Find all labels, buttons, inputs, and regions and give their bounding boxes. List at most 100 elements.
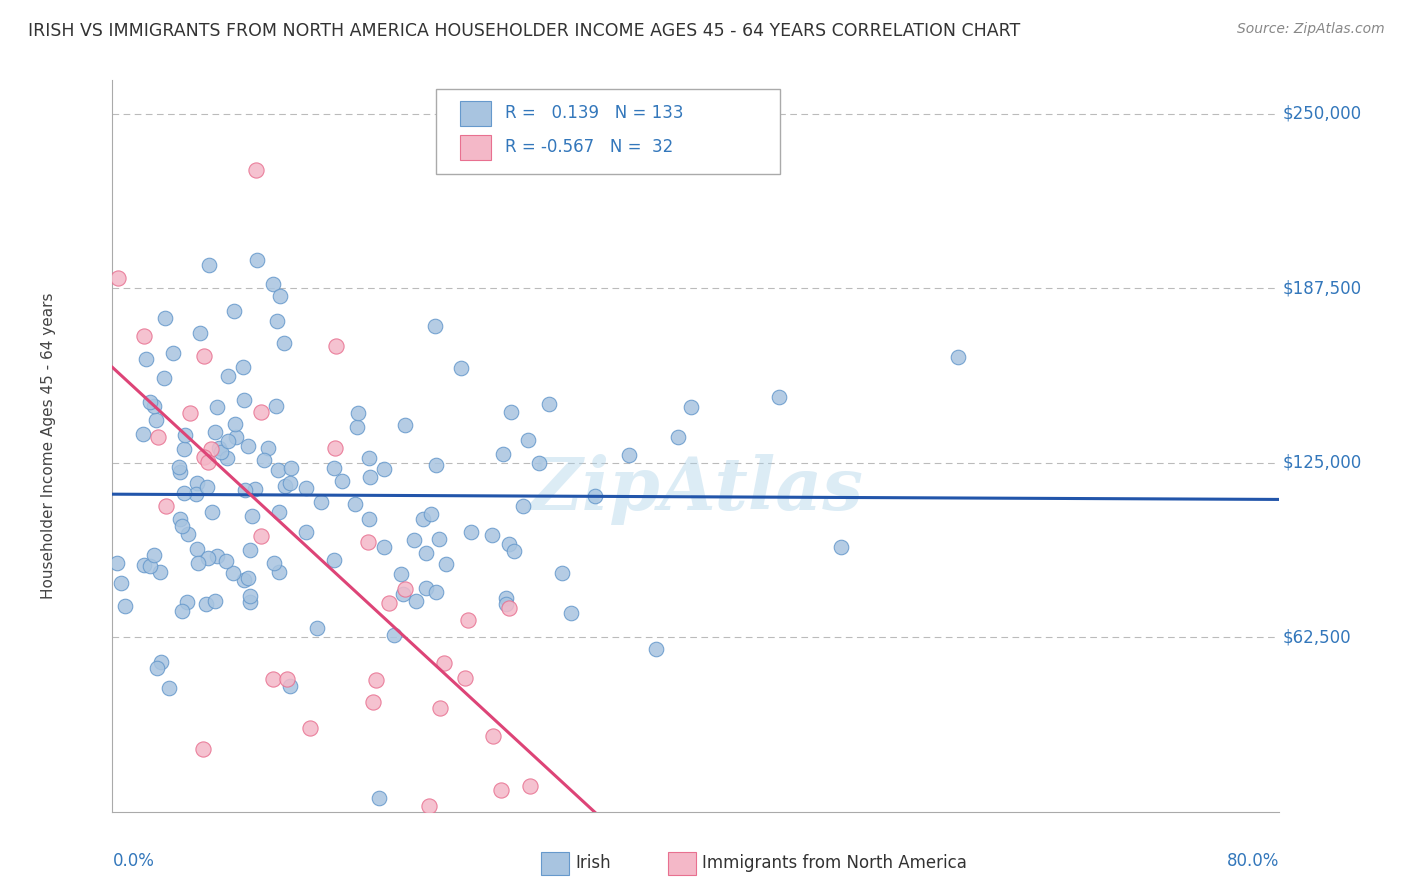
Point xyxy=(645,641,668,656)
Point xyxy=(492,447,515,461)
Point xyxy=(169,512,191,526)
Point xyxy=(114,599,136,614)
Point xyxy=(169,460,191,475)
Point xyxy=(276,672,298,686)
Point xyxy=(217,434,239,449)
Point xyxy=(267,565,290,579)
Point xyxy=(344,497,367,511)
Point xyxy=(498,537,520,551)
Point xyxy=(204,425,226,439)
Point xyxy=(519,779,541,793)
Point xyxy=(274,479,297,493)
Point xyxy=(243,482,266,496)
Point xyxy=(412,511,434,525)
Point xyxy=(382,628,405,642)
Point xyxy=(361,695,384,709)
Point xyxy=(159,681,181,695)
Point xyxy=(142,400,165,414)
Point xyxy=(357,451,380,466)
Point xyxy=(186,556,208,570)
Point xyxy=(583,489,606,503)
Text: R =   0.139   N = 133: R = 0.139 N = 133 xyxy=(505,104,683,122)
Point xyxy=(280,461,302,475)
Point xyxy=(294,525,316,540)
Point xyxy=(280,680,302,694)
Point xyxy=(191,741,214,756)
Point xyxy=(309,495,332,509)
Point xyxy=(262,277,284,291)
Point xyxy=(207,549,229,563)
Point xyxy=(139,395,162,409)
Point xyxy=(264,399,287,413)
Point xyxy=(224,303,246,318)
Point xyxy=(357,535,380,549)
Point xyxy=(222,566,245,580)
Point xyxy=(242,508,264,523)
Point xyxy=(450,361,472,376)
Point xyxy=(560,606,582,620)
Point xyxy=(250,529,273,543)
Point xyxy=(495,591,517,606)
Text: ZipAtlas: ZipAtlas xyxy=(529,454,863,525)
Point xyxy=(415,581,437,595)
Point xyxy=(107,271,129,285)
Point xyxy=(347,407,370,421)
Point xyxy=(359,512,381,526)
Point xyxy=(425,585,447,599)
Point xyxy=(359,469,381,483)
Point xyxy=(245,163,267,178)
Text: 80.0%: 80.0% xyxy=(1227,852,1279,870)
Point xyxy=(325,339,347,353)
Point xyxy=(368,790,391,805)
Point xyxy=(498,600,520,615)
Text: Householder Income Ages 45 - 64 years: Householder Income Ages 45 - 64 years xyxy=(41,293,56,599)
Point xyxy=(152,371,174,385)
Point xyxy=(195,480,218,494)
Point xyxy=(135,351,157,366)
Point xyxy=(238,439,260,453)
Text: Irish: Irish xyxy=(575,855,610,872)
Text: $250,000: $250,000 xyxy=(1282,104,1362,123)
Point xyxy=(460,525,482,540)
Point xyxy=(250,405,273,419)
Point xyxy=(394,417,416,432)
Point xyxy=(263,556,285,570)
Point xyxy=(217,369,239,384)
Point xyxy=(946,351,969,365)
Point xyxy=(266,314,288,328)
Point xyxy=(429,701,451,715)
Point xyxy=(200,442,222,457)
Point xyxy=(193,349,215,363)
Point xyxy=(266,463,288,477)
Point xyxy=(246,253,269,268)
Point xyxy=(269,289,291,303)
Point xyxy=(193,450,215,465)
Point xyxy=(404,533,426,547)
Point xyxy=(373,461,395,475)
Point xyxy=(239,589,262,603)
Point xyxy=(423,318,446,333)
Point xyxy=(197,455,219,469)
Point xyxy=(169,465,191,479)
Point xyxy=(201,505,224,519)
Point xyxy=(433,656,456,670)
Point xyxy=(186,475,208,490)
Point xyxy=(257,441,280,455)
Point xyxy=(517,433,540,447)
Text: 0.0%: 0.0% xyxy=(112,852,155,870)
Text: Immigrants from North America: Immigrants from North America xyxy=(702,855,966,872)
Point xyxy=(236,571,259,585)
Point xyxy=(170,519,193,533)
Point xyxy=(503,544,526,558)
Point xyxy=(110,576,132,591)
Point xyxy=(170,604,193,618)
Point xyxy=(295,481,318,495)
Point xyxy=(232,360,254,375)
Point xyxy=(378,596,401,610)
Text: $187,500: $187,500 xyxy=(1282,279,1362,297)
Point xyxy=(146,661,169,675)
Point xyxy=(162,346,184,360)
Point xyxy=(551,566,574,580)
Point xyxy=(434,558,457,572)
Point xyxy=(174,428,197,442)
